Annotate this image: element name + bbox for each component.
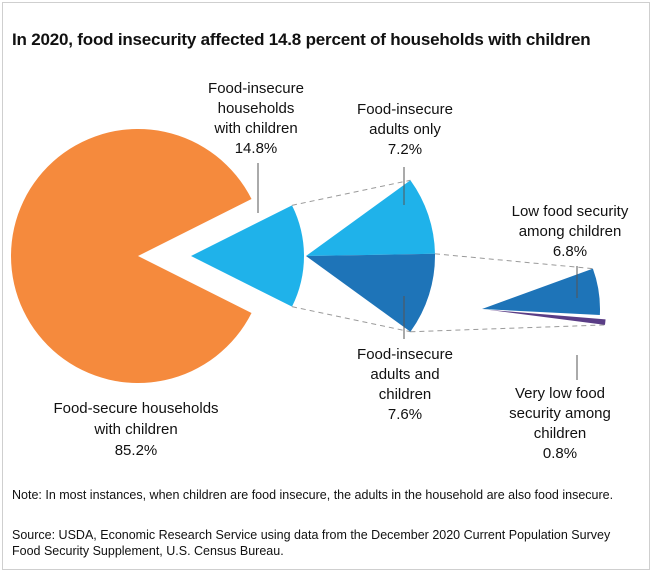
label-very-low-food-security-line: security among [509,405,611,422]
chart-note: Note: In most instances, when children a… [12,488,614,502]
connector-top-1 [291,179,411,206]
connector-lines [291,179,605,333]
label-food-insecure-children-line: households [218,100,295,117]
label-very-low-food-security-line: Very low food [515,385,605,402]
label-food-insecure-children: Food-insecure households with children 14.8… [208,80,304,157]
label-adults-and-children: Food-insecure adults and children 7.6% [357,346,453,423]
pie-slices [10,129,606,383]
label-food-secure-line: Food-secure households [53,400,218,417]
slice-low-food-security [482,268,601,315]
chart-title: In 2020, food insecurity affected 14.8 p… [12,30,591,49]
chart-source: Source: USDA, Economic Research Service … [12,528,611,558]
label-food-secure: Food-secure households with children 85.2% [53,400,218,459]
label-very-low-food-security: Very low food security among children 0.8% [509,385,611,462]
connector-bottom-2 [410,324,605,333]
slice-very-low-food-security [487,309,606,325]
label-food-insecure-children-line: with children [213,120,297,137]
label-low-food-security-line: 6.8% [553,243,587,260]
label-very-low-food-security-line: 0.8% [543,445,577,462]
label-food-secure-line: with children [93,421,177,438]
label-adults-and-children-line: Food-insecure [357,346,453,363]
slice-labels: Food-secure households with children 85.2%… [53,80,628,462]
label-food-insecure-children-line: 14.8% [235,140,278,157]
label-adults-and-children-line: children [379,386,432,403]
label-adults-and-children-line: 7.6% [388,406,422,423]
slice-food-secure [10,129,252,383]
label-adults-and-children-line: adults and [370,366,439,383]
label-adults-only-line: adults only [369,121,441,138]
connector-bottom-1 [291,306,411,333]
label-low-food-security: Low food security among children 6.8% [512,203,629,260]
label-low-food-security-line: among children [519,223,622,240]
label-adults-only-line: 7.2% [388,141,422,158]
label-low-food-security-line: Low food security [512,203,629,220]
slice-adults-only [306,180,435,256]
label-food-insecure-children-line: Food-insecure [208,80,304,97]
label-adults-only-line: Food-insecure [357,101,453,118]
label-food-secure-line: 85.2% [115,442,158,459]
label-adults-only: Food-insecure adults only 7.2% [357,101,453,158]
leader-lines [257,163,578,380]
label-very-low-food-security-line: children [534,425,587,442]
slice-food-insecure-children [191,205,304,307]
slice-adults-and-children [306,253,435,332]
